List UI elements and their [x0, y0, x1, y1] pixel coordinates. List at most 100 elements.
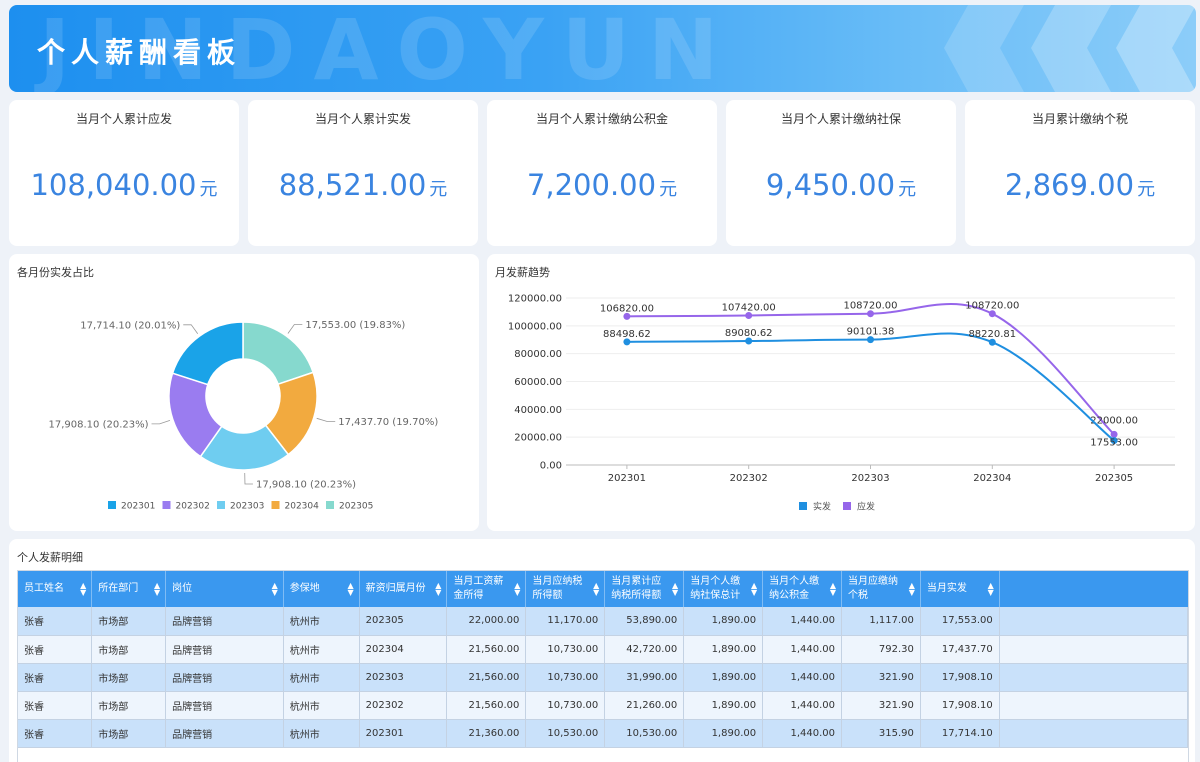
table-cell: 品牌营销	[165, 607, 284, 636]
table-cell: 321.90	[841, 691, 921, 720]
table-cell: 品牌营销	[165, 691, 284, 720]
column-header[interactable]: 当月应纳税 所得额 ▲ ▼	[525, 571, 606, 607]
data-point[interactable]	[745, 312, 753, 320]
data-label: 88220.81	[968, 329, 1016, 340]
column-header[interactable]: 当月累计应 纳税所得额 ▲ ▼	[604, 571, 685, 607]
donut-chart: 17,553.00 (19.83%) 17,437.70 (19.70%) 17,9…	[49, 320, 439, 512]
table-cell: 17,908.10	[920, 663, 1000, 692]
kpi-title: 当月个人累计实发	[314, 112, 411, 126]
table-cell: 17,714.10	[920, 719, 1000, 748]
data-label: 22000.00	[1090, 415, 1138, 426]
pie-slice-202301[interactable]	[171, 321, 244, 386]
sort-icon[interactable]: ▲ ▼	[987, 581, 994, 597]
sort-icon[interactable]: ▲ ▼	[908, 581, 915, 597]
data-point[interactable]	[1110, 430, 1118, 438]
kpi-card-income-tax: 当月累计缴纳个税 2,869.00 元	[965, 100, 1195, 246]
pie-data-label: 17,908.10 (20.23%)	[256, 479, 356, 490]
table-cell: 21,260.00	[604, 691, 685, 720]
sort-icon[interactable]: ▲ ▼	[153, 581, 161, 597]
table-cell: 1,440.00	[762, 719, 842, 748]
data-point[interactable]	[867, 310, 874, 318]
table-cell: 1,890.00	[683, 691, 764, 720]
kpi-number: 88,521.00	[278, 168, 427, 202]
data-label: 107420.00	[722, 303, 776, 314]
column-header[interactable]: 岗位 ▲ ▼	[165, 571, 284, 607]
table-row[interactable]: 张睿 市场部 品牌营销 杭州市 202305 22,000.00 11,170.00 53,8…	[18, 607, 1188, 636]
data-point[interactable]	[867, 336, 874, 344]
legend-label[interactable]: 202302	[176, 502, 210, 512]
table-row[interactable]: 张睿 市场部 品牌营销 杭州市 202303 21,560.00 10,730.00 31,9…	[18, 663, 1188, 692]
table-cell: 22,000.00	[446, 607, 527, 636]
legend-label[interactable]: 202305	[339, 502, 373, 512]
data-point[interactable]	[988, 338, 996, 346]
sort-icon[interactable]: ▲ ▼	[672, 581, 679, 597]
table-cell: 10,730.00	[525, 691, 606, 720]
sort-icon[interactable]: ▲ ▼	[593, 581, 600, 597]
kpi-number: 2,869.00	[1004, 168, 1135, 202]
table-cell: 321.90	[841, 663, 921, 692]
column-header-label: 当月工资薪 金所得	[453, 576, 504, 601]
column-header[interactable]: 所在部门 ▲ ▼	[91, 571, 167, 607]
sort-icon[interactable]: ▲ ▼	[435, 581, 442, 597]
column-header[interactable]: 薪资归属月份 ▲ ▼	[359, 571, 448, 607]
sort-icon[interactable]: ▲ ▼	[80, 581, 87, 597]
table-cell: 张睿	[18, 607, 93, 636]
sort-icon[interactable]: ▲ ▼	[271, 581, 278, 597]
pie-label-line	[287, 324, 303, 334]
table-cell: 品牌营销	[165, 719, 284, 748]
table-row[interactable]: 张睿 市场部 品牌营销 杭州市 202304 21,560.00 10,730.00 42,7…	[18, 635, 1188, 664]
legend-swatch	[162, 501, 171, 509]
pie-data-label: 17,714.10 (20.01%)	[80, 320, 180, 331]
data-point[interactable]	[745, 337, 753, 345]
legend-label[interactable]: 应发	[857, 501, 875, 513]
sort-icon[interactable]: ▲ ▼	[829, 581, 836, 597]
y-tick-label: 120000.00	[508, 294, 562, 305]
legend-label[interactable]: 202304	[285, 502, 320, 512]
table-cell: 10,730.00	[525, 663, 606, 692]
y-tick-label: 80000.00	[514, 349, 562, 360]
column-header-label: 当月应纳税 所得额	[532, 576, 583, 601]
data-point[interactable]	[623, 338, 631, 346]
data-point[interactable]	[1110, 437, 1118, 445]
table-cell: 1,890.00	[683, 607, 764, 636]
kpi-unit: 元	[429, 179, 448, 200]
sort-icon[interactable]: ▲ ▼	[347, 581, 354, 597]
column-header[interactable]: 员工姓名 ▲ ▼	[18, 571, 93, 607]
legend-label[interactable]: 202301	[121, 502, 155, 512]
column-header[interactable]: 当月个人缴 纳社保总计 ▲ ▼	[683, 571, 764, 607]
x-tick-label: 202301	[608, 473, 646, 484]
column-header[interactable]: 当月实发 ▲ ▼	[920, 571, 1000, 607]
data-label: 108720.00	[965, 301, 1019, 312]
pie-data-label: 17,553.00 (19.83%)	[305, 320, 405, 331]
column-header[interactable]: 当月应缴纳 个税 ▲ ▼	[841, 571, 921, 607]
column-header[interactable]: 当月个人缴 纳公积金 ▲ ▼	[762, 571, 842, 607]
pie-chart-panel: 各月份实发占比 17,553.00 (19.83%) 17,437.70 (19.…	[9, 254, 479, 531]
column-header[interactable]: 当月工资薪 金所得 ▲ ▼	[446, 571, 527, 607]
table-cell: 792.30	[841, 635, 921, 664]
table-cell: 202303	[359, 663, 448, 692]
data-point[interactable]	[988, 310, 996, 318]
legend-label[interactable]: 实发	[813, 501, 831, 513]
table-cell-filler	[999, 719, 1188, 748]
kpi-value: 108,040.00 元	[9, 168, 239, 202]
table-cell: 17,908.10	[920, 691, 1000, 720]
x-tick-label: 202302	[730, 473, 768, 484]
chevron-decoration-icon	[1031, 5, 1111, 92]
kpi-card-housing-fund: 当月个人累计缴纳公积金 7,200.00 元	[487, 100, 717, 246]
sort-icon[interactable]: ▲ ▼	[514, 581, 521, 597]
line-chart-panel: 月发薪趋势 0.00 20000.00 40000.00 60000.00 80000.…	[487, 254, 1195, 531]
table-cell-filler	[999, 663, 1188, 692]
table-cell: 品牌营销	[165, 663, 284, 692]
table-cell: 杭州市	[283, 607, 360, 636]
data-point[interactable]	[623, 312, 631, 320]
column-header[interactable]: 参保地 ▲ ▼	[283, 571, 360, 607]
table-cell: 市场部	[91, 635, 167, 664]
column-header-label: 所在部门	[98, 583, 139, 594]
column-header-label: 岗位	[172, 583, 193, 594]
sort-icon[interactable]: ▲ ▼	[750, 581, 758, 597]
table-row[interactable]: 张睿 市场部 品牌营销 杭州市 202302 21,560.00 10,730.00 21,2…	[18, 691, 1188, 720]
legend-label[interactable]: 202303	[230, 502, 264, 512]
x-tick-label: 202304	[973, 473, 1011, 484]
pie-slice-202305[interactable]	[242, 321, 315, 386]
table-row[interactable]: 张睿 市场部 品牌营销 杭州市 202301 21,360.00 10,530.00 10,5…	[18, 719, 1188, 748]
